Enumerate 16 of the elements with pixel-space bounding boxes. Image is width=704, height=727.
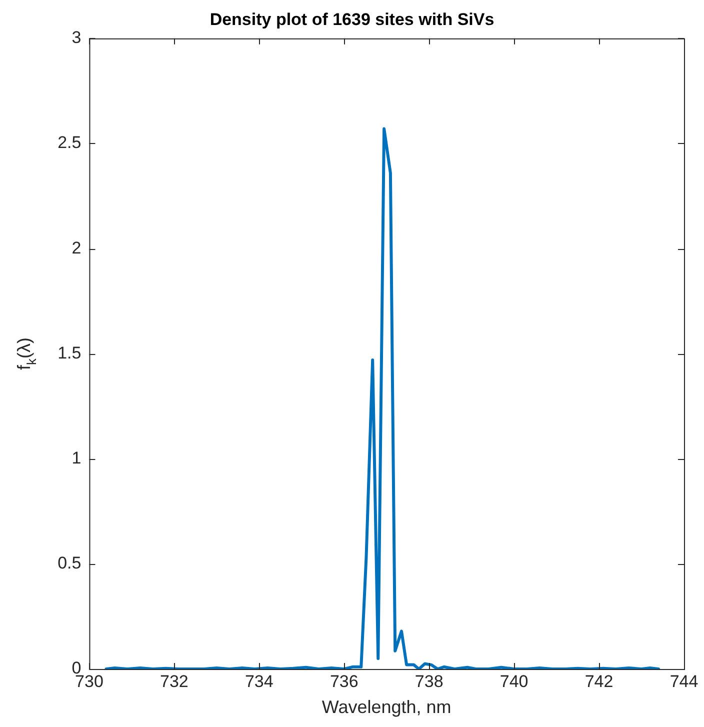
y-tick-label: 2 xyxy=(72,238,82,258)
y-tick-label: 1.5 xyxy=(58,343,82,362)
x-tick-label: 732 xyxy=(160,672,188,691)
y-tick-label: 1 xyxy=(72,448,82,468)
y-tick-label: 0.5 xyxy=(58,554,82,573)
x-tick-label: 742 xyxy=(584,672,614,691)
x-tick-label: 740 xyxy=(500,672,528,691)
x-tick-label: 738 xyxy=(414,672,444,691)
x-axis-title: Wavelength, nm xyxy=(322,697,452,718)
y-axis-title: fk(λ) xyxy=(14,337,39,370)
x-tick-label: 734 xyxy=(244,672,274,691)
y-tick-label: 2.5 xyxy=(58,133,82,152)
y-tick-label: 3 xyxy=(72,28,82,48)
x-tick-label: 744 xyxy=(670,672,698,691)
chart-title: Density plot of 1639 sites with SiVs xyxy=(210,10,494,29)
x-tick-label: 736 xyxy=(330,672,358,691)
